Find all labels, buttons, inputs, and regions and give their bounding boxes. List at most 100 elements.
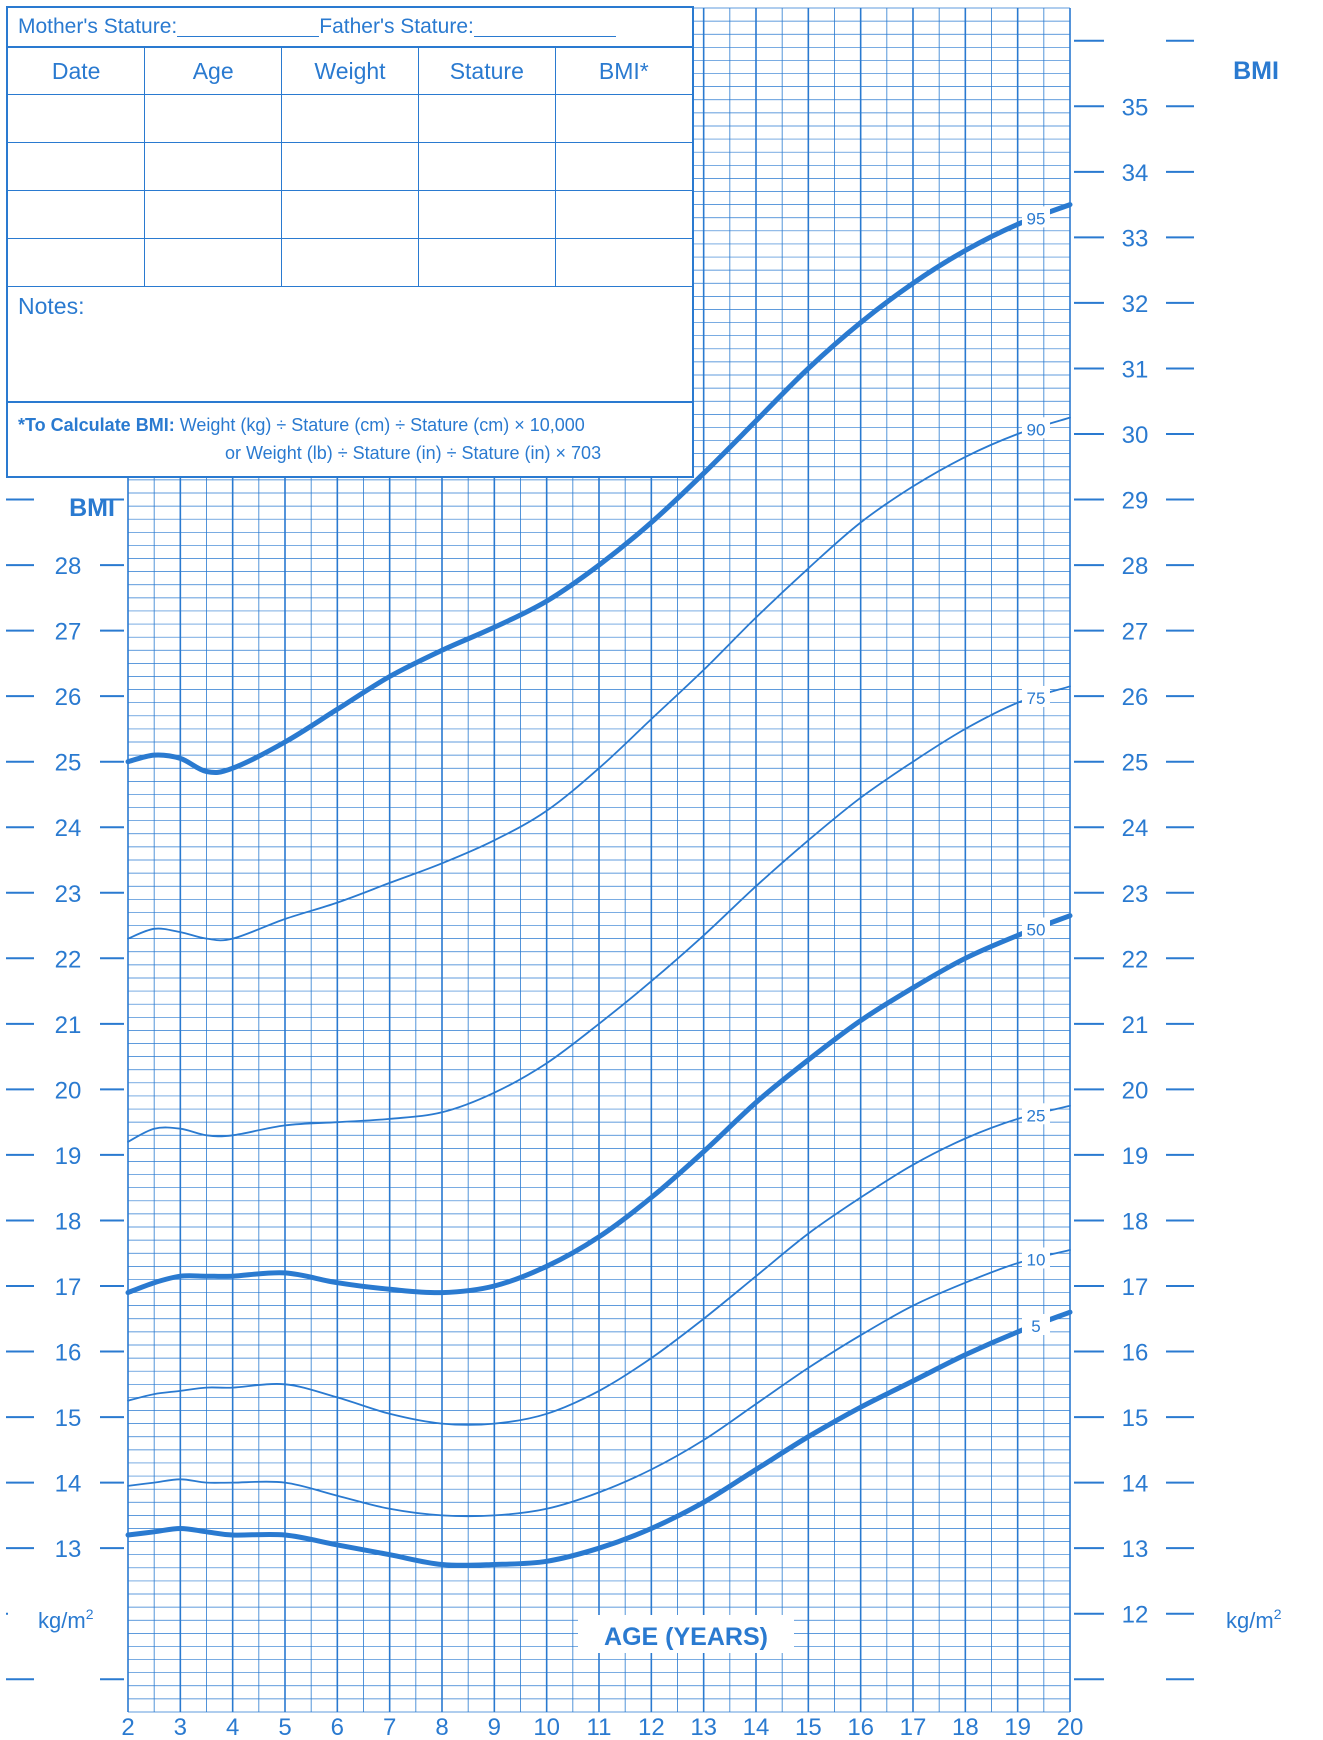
stature-cell[interactable] xyxy=(417,142,556,191)
age-cell[interactable] xyxy=(144,238,283,287)
left-axis-title: BMI xyxy=(69,494,115,522)
svg-text:kg/m2: kg/m2 xyxy=(1226,1606,1282,1633)
percentile-label-25: 25 xyxy=(1027,1106,1046,1125)
x-tick-label: 19 xyxy=(1004,1714,1031,1740)
weight-cell[interactable] xyxy=(281,142,419,191)
bmi-formula-imperial: or Weight (lb) ÷ Stature (in) ÷ Stature … xyxy=(225,443,602,463)
percentile-curve-90 xyxy=(127,416,1071,942)
age-cell[interactable] xyxy=(144,94,283,143)
weight-cell[interactable] xyxy=(281,94,419,143)
x-tick-label: 9 xyxy=(488,1714,501,1740)
left-unit-text: kg/m xyxy=(38,1608,86,1633)
left-tick-label: 13 xyxy=(55,1536,82,1563)
right-tick-label: 19 xyxy=(1122,1143,1149,1170)
x-tick-label: 20 xyxy=(1057,1714,1084,1740)
right-axis-title: BMI xyxy=(1233,57,1279,85)
notes-label: Notes: xyxy=(18,293,85,319)
x-tick-label: 7 xyxy=(383,1714,396,1740)
right-tick-label: 24 xyxy=(1122,815,1149,842)
mothers-stature-field[interactable] xyxy=(177,18,320,37)
percentile-label-10: 10 xyxy=(1027,1250,1046,1269)
left-tick-label: 15 xyxy=(55,1405,82,1432)
x-axis-title-backdrop xyxy=(578,1615,794,1653)
right-tick-label: 33 xyxy=(1122,225,1149,252)
right-unit-text: kg/m xyxy=(1226,1608,1274,1633)
left-tick-label: 21 xyxy=(55,1012,82,1039)
notes-area[interactable]: Notes: xyxy=(8,287,692,403)
right-tick-label: 32 xyxy=(1122,291,1149,318)
axis-tick-labels: 1213141516171819202122232425262728121314… xyxy=(55,94,1149,1740)
percentile-curve-50 xyxy=(125,913,1073,1296)
stature-cell[interactable] xyxy=(417,238,556,287)
date-cell[interactable] xyxy=(8,94,146,143)
right-tick-label: 35 xyxy=(1122,94,1149,121)
left-tick-label: 26 xyxy=(55,684,82,711)
bmi-cell[interactable] xyxy=(554,190,692,239)
date-cell[interactable] xyxy=(8,142,146,191)
bmi-formula-metric: Weight (kg) ÷ Stature (cm) ÷ Stature (cm… xyxy=(179,415,585,435)
column-header-stature: Stature xyxy=(417,48,556,95)
percentile-label-backdrop xyxy=(1021,917,1050,939)
bmi-cell[interactable] xyxy=(554,238,692,287)
x-axis-title: AGE (YEARS) xyxy=(578,1615,794,1653)
column-header-age: Age xyxy=(144,48,283,95)
x-tick-label: 15 xyxy=(795,1714,822,1740)
date-cell[interactable] xyxy=(8,190,146,239)
right-unit-label: kg/m2 xyxy=(1196,1600,1318,1634)
left-tick-label: 23 xyxy=(55,881,82,908)
right-tick-label: 25 xyxy=(1122,750,1149,777)
left-unit-backdrop xyxy=(8,1600,126,1634)
column-header-bmi: BMI* xyxy=(554,48,692,95)
x-tick-label: 13 xyxy=(690,1714,717,1740)
x-tick-label: 18 xyxy=(952,1714,979,1740)
percentile-curve-75 xyxy=(127,685,1071,1143)
left-tick-label: 22 xyxy=(55,946,82,973)
x-tick-label: 10 xyxy=(533,1714,560,1740)
left-tick-label: 16 xyxy=(55,1340,82,1367)
column-header-date: Date xyxy=(8,48,146,95)
left-tick-label: 25 xyxy=(55,750,82,777)
left-tick-label: 20 xyxy=(55,1077,82,1104)
bmi-formula: *To Calculate BMI: Weight (kg) ÷ Stature… xyxy=(8,403,692,475)
x-tick-label: 2 xyxy=(121,1714,134,1740)
percentile-label-backdrop xyxy=(1021,685,1050,707)
left-tick-label: 27 xyxy=(55,619,82,646)
x-tick-label: 8 xyxy=(435,1714,448,1740)
fathers-stature-field[interactable] xyxy=(473,18,616,37)
x-tick-label: 16 xyxy=(847,1714,874,1740)
percentile-label-90: 90 xyxy=(1027,420,1046,439)
right-tick-label: 30 xyxy=(1122,422,1149,449)
right-tick-label: 15 xyxy=(1122,1405,1149,1432)
percentile-label-backdrop xyxy=(1021,1313,1050,1335)
right-unit-backdrop xyxy=(1196,1600,1318,1634)
right-tick-label: 12 xyxy=(1122,1602,1149,1629)
percentile-label-95: 95 xyxy=(1027,209,1046,228)
right-tick-label: 14 xyxy=(1122,1471,1149,1498)
x-tick-label: 17 xyxy=(900,1714,927,1740)
left-tick-label: 18 xyxy=(55,1208,82,1235)
age-cell[interactable] xyxy=(144,190,283,239)
right-tick-label: 13 xyxy=(1122,1536,1149,1563)
stature-cell[interactable] xyxy=(417,190,556,239)
percentile-curve-5 xyxy=(125,1309,1073,1568)
right-tick-label: 17 xyxy=(1122,1274,1149,1301)
age-cell[interactable] xyxy=(144,142,283,191)
stature-cell[interactable] xyxy=(417,94,556,143)
column-header-weight: Weight xyxy=(281,48,419,95)
bmi-cell[interactable] xyxy=(554,142,692,191)
date-cell[interactable] xyxy=(8,238,146,287)
table-row xyxy=(8,238,692,287)
percentile-label-backdrop xyxy=(1021,417,1050,439)
right-tick-label: 31 xyxy=(1122,356,1149,383)
mothers-stature-label: Mother's Stature: xyxy=(18,15,178,38)
bmi-cell[interactable] xyxy=(554,94,692,143)
table-row xyxy=(8,94,692,143)
left-unit-superscript: 2 xyxy=(86,1606,94,1622)
fathers-stature-label: Father's Stature: xyxy=(319,15,474,38)
left-tick-label: 19 xyxy=(55,1143,82,1170)
weight-cell[interactable] xyxy=(281,238,419,287)
left-tick-label: 17 xyxy=(55,1274,82,1301)
x-tick-label: 4 xyxy=(226,1714,239,1740)
x-tick-label: 12 xyxy=(638,1714,665,1740)
weight-cell[interactable] xyxy=(281,190,419,239)
